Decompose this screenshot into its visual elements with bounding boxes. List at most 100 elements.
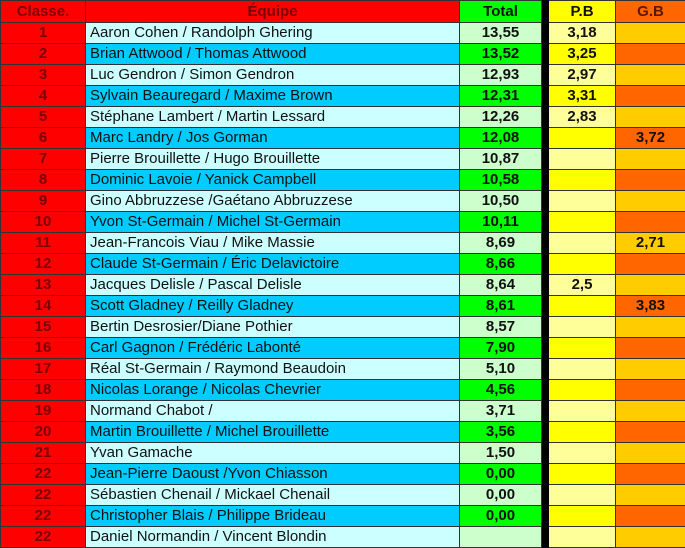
gb-cell[interactable] [616, 506, 685, 527]
team-cell[interactable]: Réal St-Germain / Raymond Beaudoin [86, 359, 460, 380]
header-team[interactable]: Équipe [86, 1, 460, 23]
pb-cell[interactable]: 3,18 [549, 23, 616, 44]
total-cell[interactable]: 0,00 [460, 464, 542, 485]
team-cell[interactable]: Nicolas Lorange / Nicolas Chevrier [86, 380, 460, 401]
rank-cell[interactable]: 6 [1, 128, 86, 149]
total-cell[interactable]: 10,87 [460, 149, 542, 170]
pb-cell[interactable] [549, 401, 616, 422]
gb-cell[interactable] [616, 422, 685, 443]
pb-cell[interactable] [549, 317, 616, 338]
total-cell[interactable]: 0,00 [460, 506, 542, 527]
team-cell[interactable]: Jean-Francois Viau / Mike Massie [86, 233, 460, 254]
total-cell[interactable]: 12,31 [460, 86, 542, 107]
pb-cell[interactable] [549, 359, 616, 380]
pb-cell[interactable] [549, 233, 616, 254]
pb-cell[interactable] [549, 149, 616, 170]
gb-cell[interactable] [616, 338, 685, 359]
gb-cell[interactable] [616, 65, 685, 86]
total-cell[interactable] [460, 527, 542, 548]
rank-cell[interactable]: 2 [1, 44, 86, 65]
pb-cell[interactable] [549, 128, 616, 149]
gb-cell[interactable] [616, 485, 685, 506]
team-cell[interactable]: Martin Brouillette / Michel Brouillette [86, 422, 460, 443]
header-total[interactable]: Total [460, 1, 542, 23]
total-cell[interactable]: 8,66 [460, 254, 542, 275]
pb-cell[interactable] [549, 527, 616, 548]
total-cell[interactable]: 3,56 [460, 422, 542, 443]
total-cell[interactable]: 8,64 [460, 275, 542, 296]
total-cell[interactable]: 10,50 [460, 191, 542, 212]
rank-cell[interactable]: 22 [1, 527, 86, 548]
total-cell[interactable]: 8,57 [460, 317, 542, 338]
rank-cell[interactable]: 7 [1, 149, 86, 170]
pb-cell[interactable] [549, 254, 616, 275]
rank-cell[interactable]: 15 [1, 317, 86, 338]
gb-cell[interactable] [616, 44, 685, 65]
gb-cell[interactable] [616, 149, 685, 170]
rank-cell[interactable]: 10 [1, 212, 86, 233]
header-gb[interactable]: G.B [616, 1, 685, 23]
rank-cell[interactable]: 22 [1, 485, 86, 506]
gb-cell[interactable] [616, 443, 685, 464]
team-cell[interactable]: Stéphane Lambert / Martin Lessard [86, 107, 460, 128]
gb-cell[interactable] [616, 107, 685, 128]
total-cell[interactable]: 10,11 [460, 212, 542, 233]
pb-cell[interactable] [549, 485, 616, 506]
total-cell[interactable]: 12,93 [460, 65, 542, 86]
rank-cell[interactable]: 13 [1, 275, 86, 296]
gb-cell[interactable]: 3,83 [616, 296, 685, 317]
team-cell[interactable]: Christopher Blais / Philippe Brideau [86, 506, 460, 527]
team-cell[interactable]: Scott Gladney / Reilly Gladney [86, 296, 460, 317]
pb-cell[interactable]: 3,31 [549, 86, 616, 107]
rank-cell[interactable]: 9 [1, 191, 86, 212]
team-cell[interactable]: Pierre Brouillette / Hugo Brouillette [86, 149, 460, 170]
rank-cell[interactable]: 11 [1, 233, 86, 254]
gb-cell[interactable] [616, 464, 685, 485]
team-cell[interactable]: Sylvain Beauregard / Maxime Brown [86, 86, 460, 107]
rank-cell[interactable]: 21 [1, 443, 86, 464]
team-cell[interactable]: Sébastien Chenail / Mickael Chenail [86, 485, 460, 506]
pb-cell[interactable]: 2,83 [549, 107, 616, 128]
rank-cell[interactable]: 17 [1, 359, 86, 380]
rank-cell[interactable]: 16 [1, 338, 86, 359]
total-cell[interactable]: 4,56 [460, 380, 542, 401]
pb-cell[interactable] [549, 338, 616, 359]
total-cell[interactable]: 13,52 [460, 44, 542, 65]
gb-cell[interactable] [616, 86, 685, 107]
rank-cell[interactable]: 18 [1, 380, 86, 401]
rank-cell[interactable]: 22 [1, 464, 86, 485]
team-cell[interactable]: Luc Gendron / Simon Gendron [86, 65, 460, 86]
pb-cell[interactable]: 2,5 [549, 275, 616, 296]
team-cell[interactable]: Normand Chabot / [86, 401, 460, 422]
total-cell[interactable]: 8,69 [460, 233, 542, 254]
rank-cell[interactable]: 3 [1, 65, 86, 86]
gb-cell[interactable] [616, 254, 685, 275]
team-cell[interactable]: Gino Abbruzzese /Gaétano Abbruzzese [86, 191, 460, 212]
rank-cell[interactable]: 20 [1, 422, 86, 443]
total-cell[interactable]: 7,90 [460, 338, 542, 359]
gb-cell[interactable] [616, 191, 685, 212]
team-cell[interactable]: Daniel Normandin / Vincent Blondin [86, 527, 460, 548]
pb-cell[interactable] [549, 506, 616, 527]
gb-cell[interactable] [616, 275, 685, 296]
total-cell[interactable]: 1,50 [460, 443, 542, 464]
gb-cell[interactable] [616, 212, 685, 233]
rank-cell[interactable]: 19 [1, 401, 86, 422]
pb-cell[interactable] [549, 170, 616, 191]
team-cell[interactable]: Brian Attwood / Thomas Attwood [86, 44, 460, 65]
team-cell[interactable]: Aaron Cohen / Randolph Ghering [86, 23, 460, 44]
gb-cell[interactable] [616, 401, 685, 422]
pb-cell[interactable] [549, 191, 616, 212]
gb-cell[interactable] [616, 170, 685, 191]
pb-cell[interactable]: 3,25 [549, 44, 616, 65]
pb-cell[interactable] [549, 380, 616, 401]
gb-cell[interactable] [616, 359, 685, 380]
team-cell[interactable]: Jean-Pierre Daoust /Yvon Chiasson [86, 464, 460, 485]
team-cell[interactable]: Dominic Lavoie / Yanick Campbell [86, 170, 460, 191]
pb-cell[interactable] [549, 296, 616, 317]
total-cell[interactable]: 13,55 [460, 23, 542, 44]
pb-cell[interactable] [549, 212, 616, 233]
rank-cell[interactable]: 1 [1, 23, 86, 44]
gb-cell[interactable] [616, 380, 685, 401]
total-cell[interactable]: 3,71 [460, 401, 542, 422]
